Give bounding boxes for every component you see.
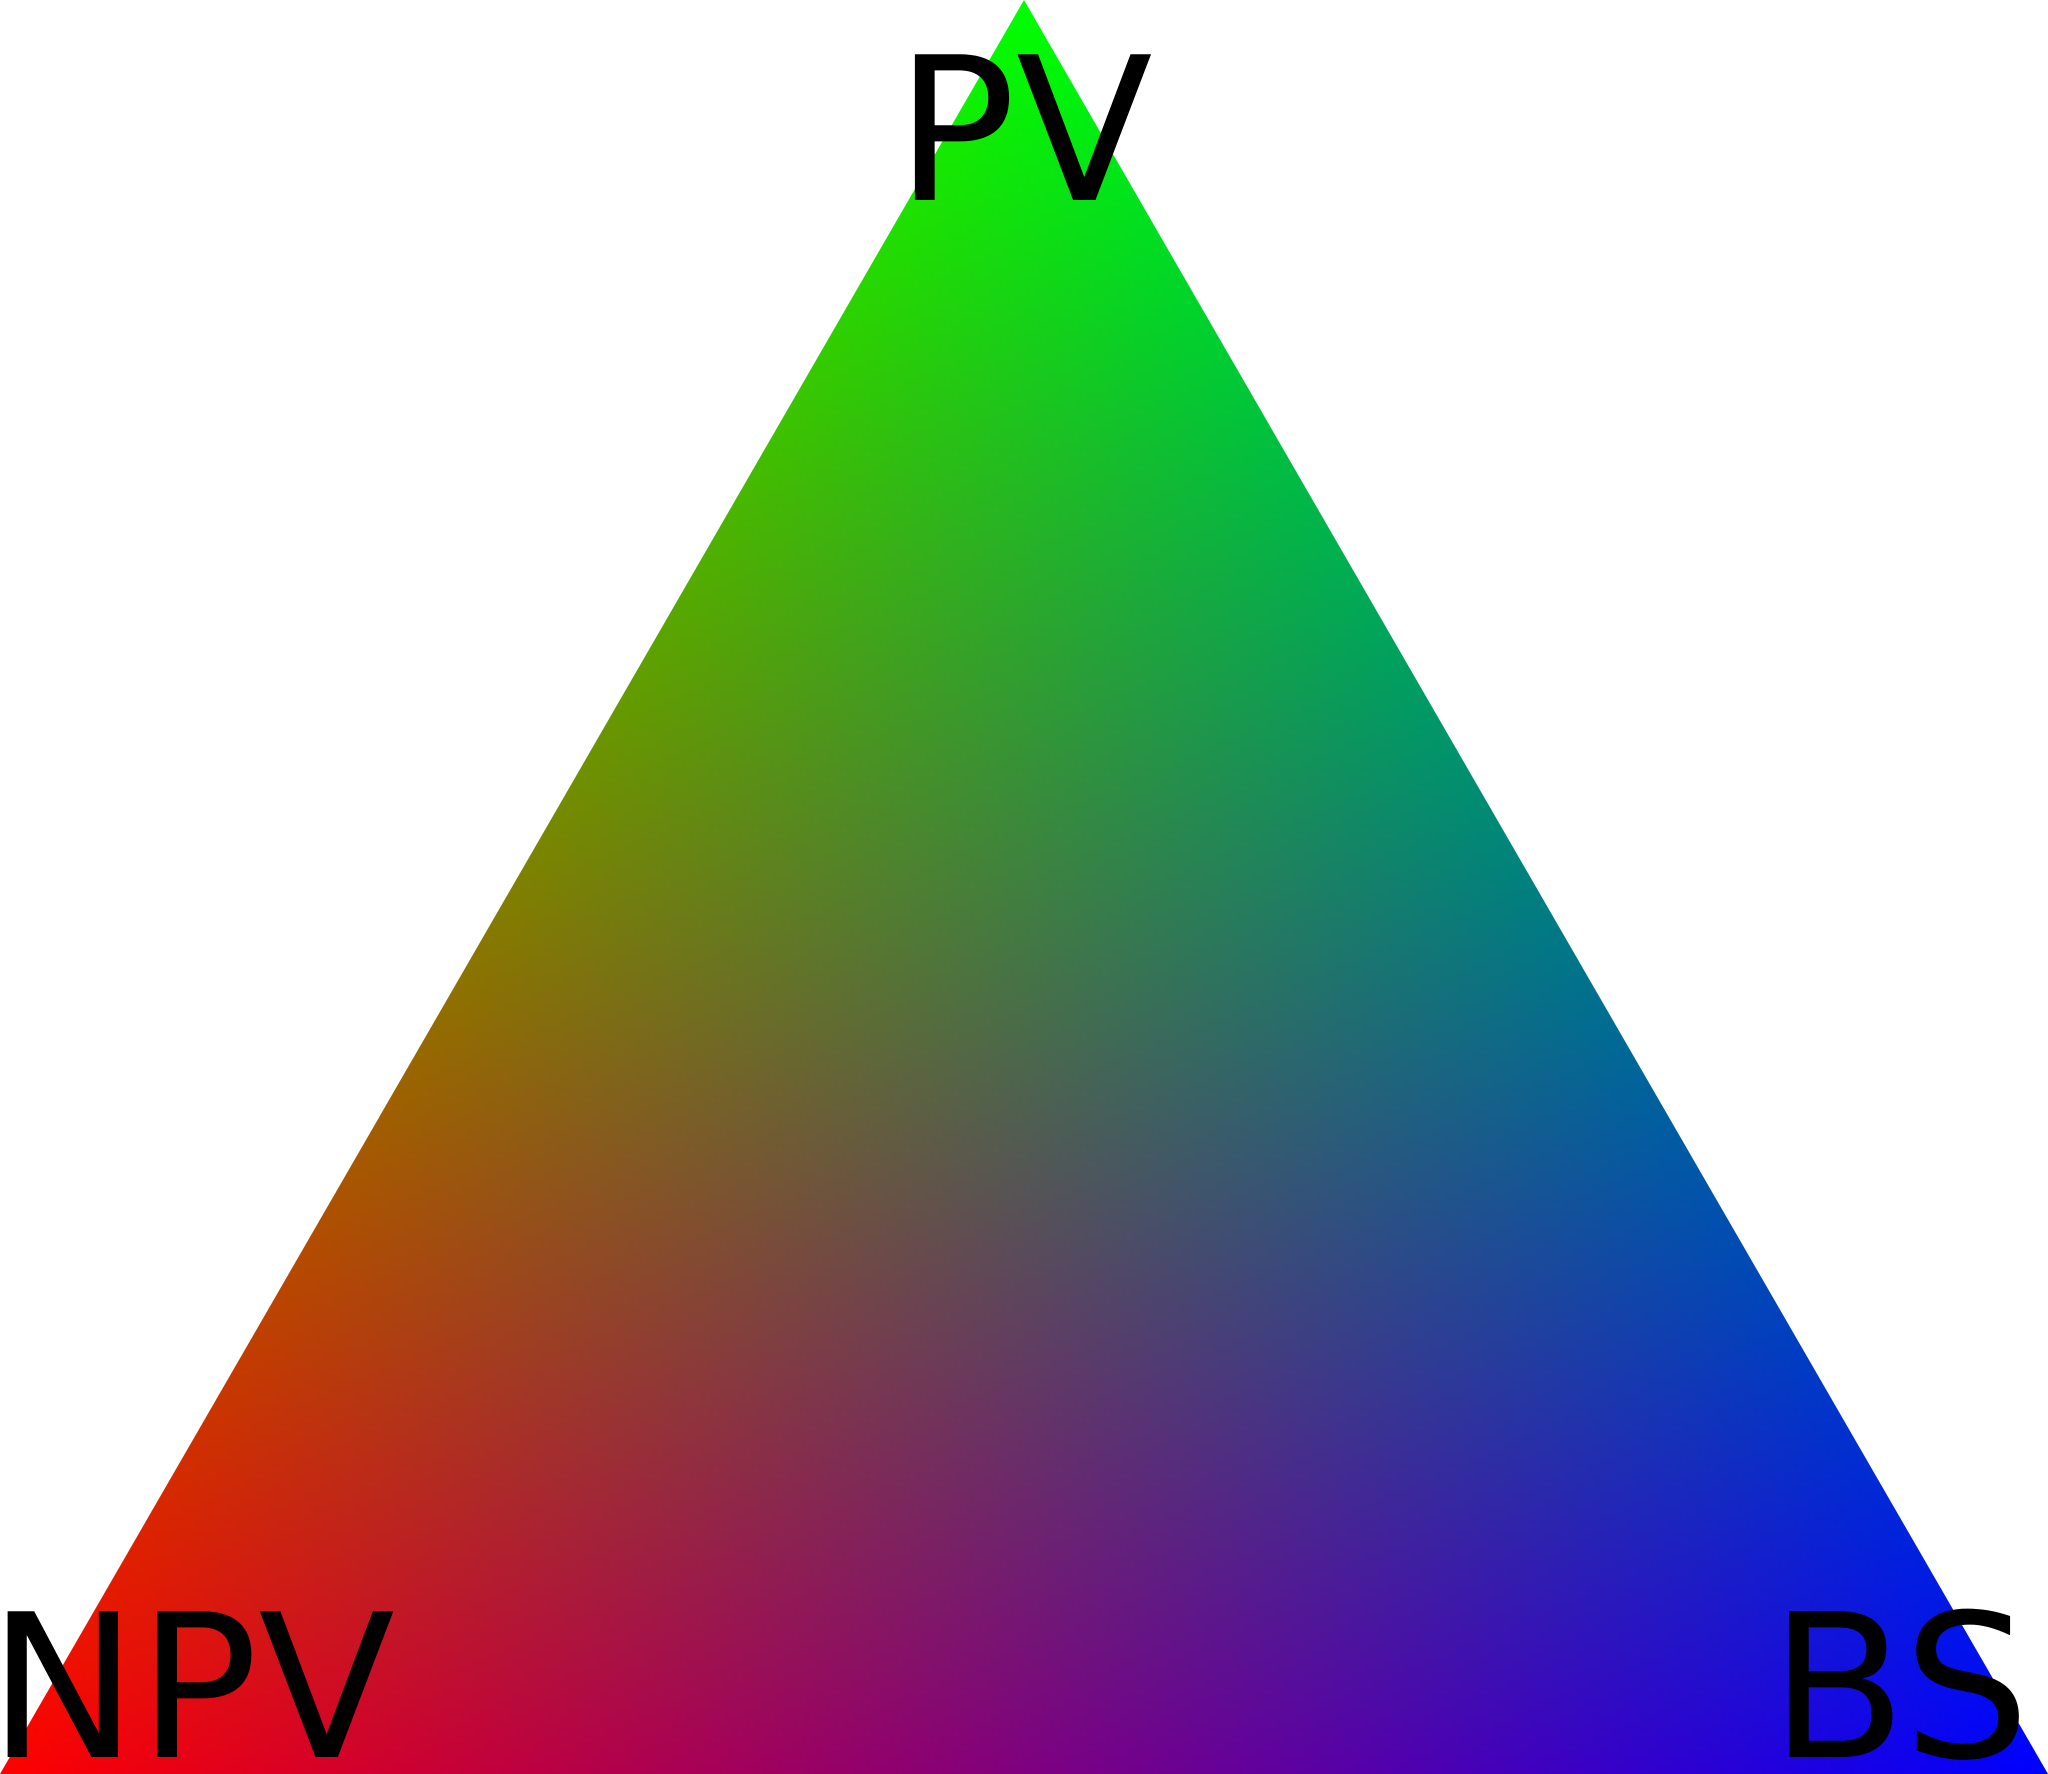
vertex-label-bottom-right: BS: [1769, 1572, 2030, 1774]
vertex-label-top: PV: [895, 15, 1152, 248]
vertex-label-bottom-left: NPV: [0, 1572, 395, 1774]
